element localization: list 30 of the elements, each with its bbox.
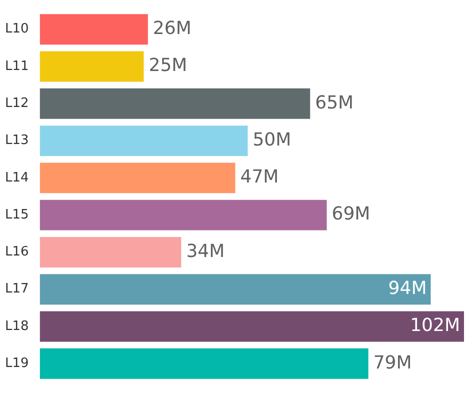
bar — [40, 51, 144, 82]
y-tick-label: L17 — [4, 282, 29, 297]
bar — [40, 88, 310, 119]
data-label: 34M — [186, 240, 225, 262]
bar — [40, 14, 148, 45]
data-label: 69M — [332, 204, 370, 225]
y-tick-label: L15 — [4, 207, 29, 222]
bar — [40, 348, 368, 379]
data-label: 94M — [388, 278, 427, 300]
bar — [40, 200, 327, 230]
y-tick-label: L14 — [4, 170, 29, 186]
data-label: 79M — [373, 352, 412, 374]
y-tick-label: L18 — [4, 318, 29, 334]
data-label: 25M — [148, 55, 188, 76]
y-tick-label: L10 — [4, 22, 29, 37]
data-label: 50M — [252, 129, 292, 150]
y-tick-label: L19 — [4, 356, 29, 372]
bar — [40, 126, 248, 156]
bar — [40, 236, 182, 268]
data-label: 102M — [410, 315, 460, 336]
y-tick-label: L16 — [4, 244, 29, 260]
y-tick-label: L11 — [4, 58, 29, 74]
data-label: 65M — [315, 92, 354, 114]
bar — [40, 274, 431, 305]
bar — [40, 162, 236, 194]
y-tick-label: L12 — [4, 96, 29, 112]
data-label: 26M — [152, 18, 192, 40]
bar — [40, 311, 464, 342]
y-tick-label: L13 — [4, 133, 29, 148]
data-label: 47M — [240, 166, 279, 188]
